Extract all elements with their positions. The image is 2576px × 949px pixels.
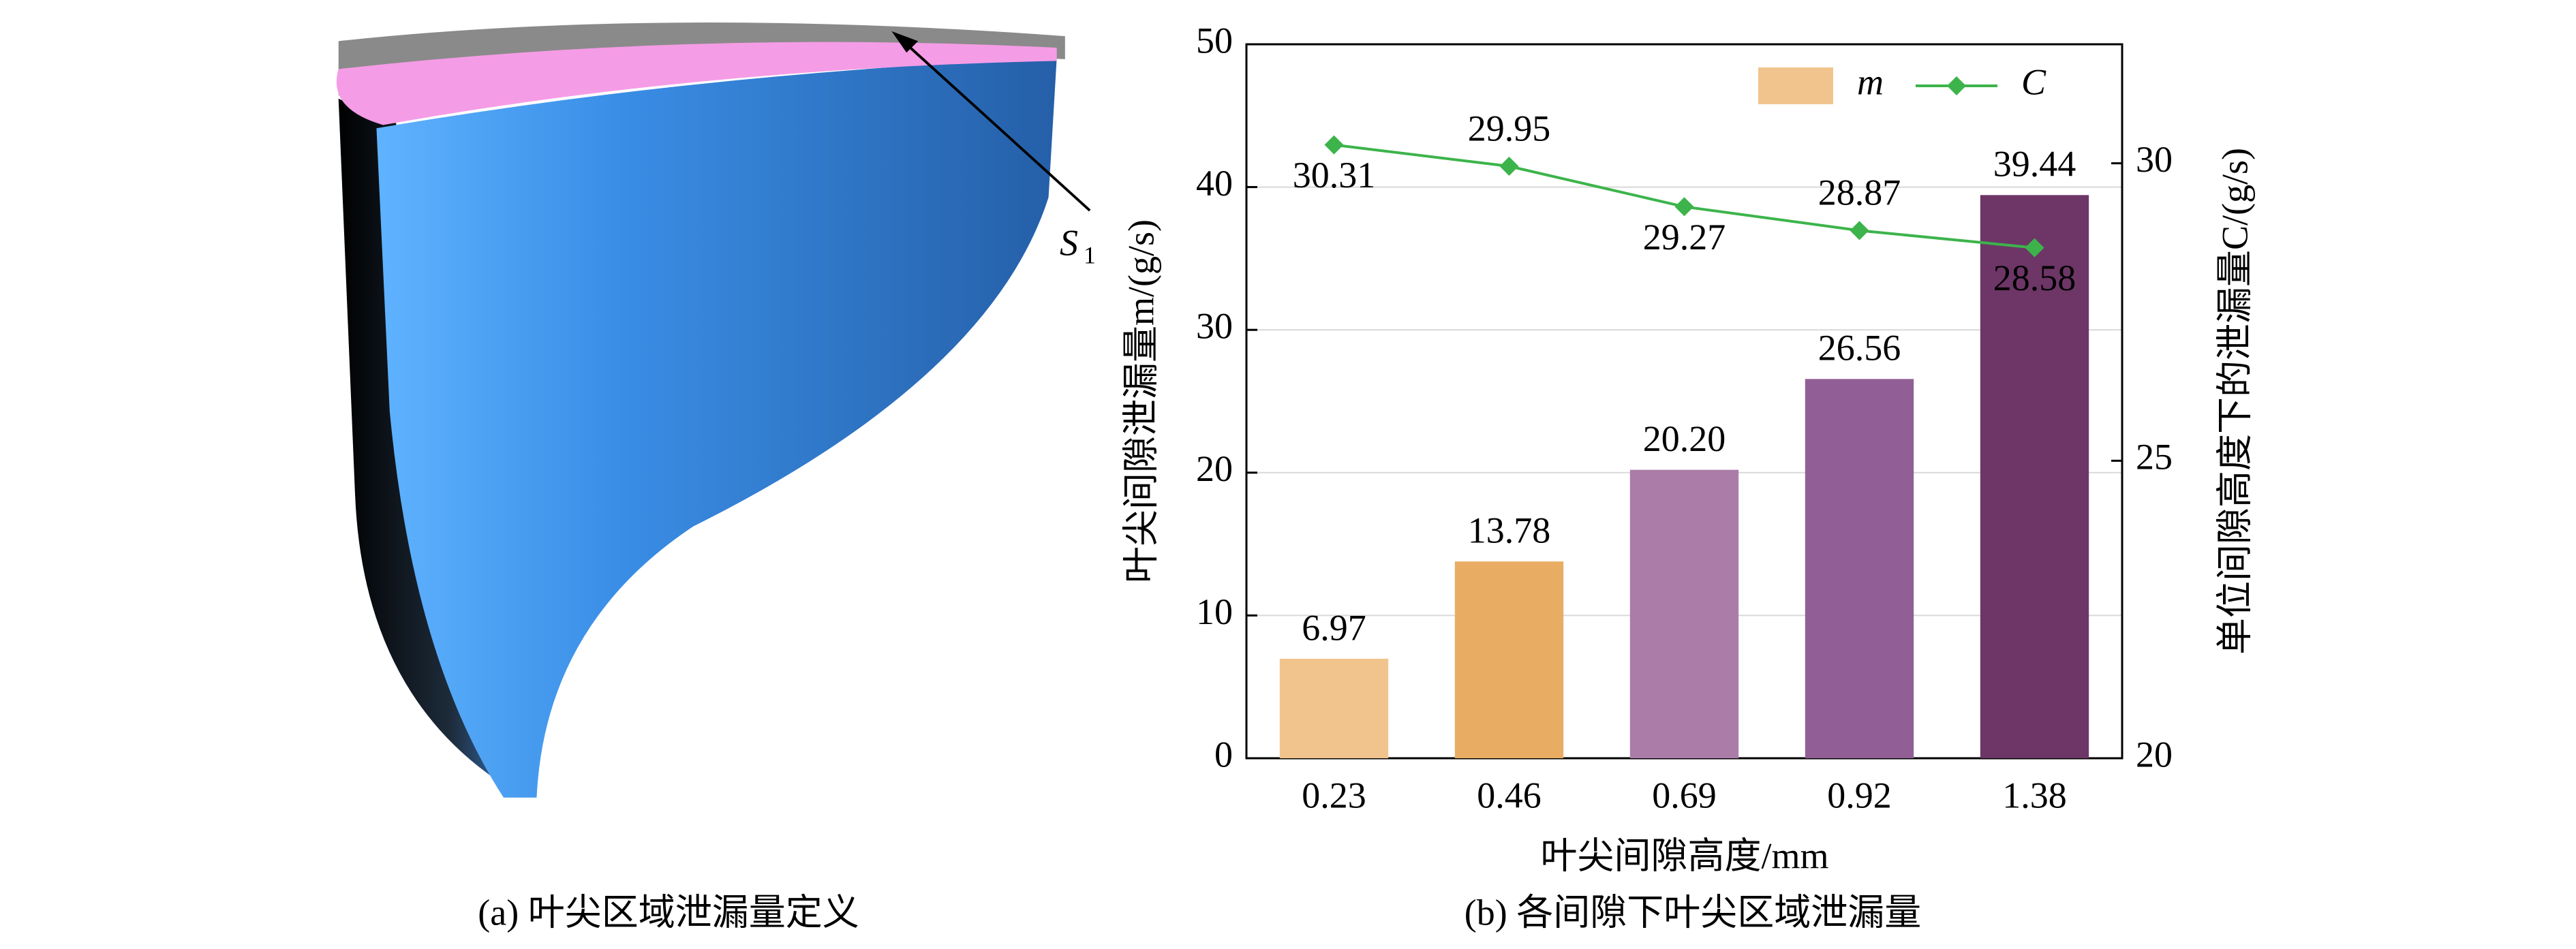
y-tick-label: 10	[1196, 591, 1233, 632]
bar	[1629, 469, 1739, 758]
bar	[1279, 658, 1389, 758]
line-marker	[1324, 135, 1344, 155]
caption-b: (b) 各间隙下叶尖区域泄漏量	[1465, 892, 1921, 933]
bar-value-label: 26.56	[1818, 328, 1901, 369]
s1-subscript: 1	[1084, 241, 1096, 268]
x-tick-label: 0.69	[1652, 775, 1717, 815]
y-tick-label: 50	[1196, 20, 1233, 61]
y-axis-label: 叶尖间隙泄漏量m/(g/s)	[1120, 219, 1161, 583]
y2-tick-label: 25	[2136, 437, 2173, 478]
bar-value-label: 13.78	[1468, 510, 1551, 551]
x-axis-label: 叶尖间隙高度/mm	[1540, 835, 1828, 876]
bar-value-label: 39.44	[1993, 144, 2076, 185]
bar-value-label: 6.97	[1302, 607, 1366, 648]
caption-a: (a) 叶尖区域泄漏量定义	[478, 892, 859, 933]
line-marker	[2025, 238, 2044, 258]
bar	[1454, 561, 1564, 758]
line-value-label: 30.31	[1293, 155, 1376, 196]
y-tick-label: 30	[1196, 306, 1233, 347]
y-tick-label: 0	[1214, 734, 1233, 775]
bar	[1805, 379, 1914, 758]
x-tick-label: 0.46	[1477, 775, 1542, 815]
legend-swatch	[1758, 67, 1833, 104]
line-marker	[1674, 197, 1694, 217]
line-value-label: 28.87	[1818, 172, 1901, 213]
x-tick-label: 0.92	[1827, 775, 1892, 815]
legend-marker	[1947, 76, 1966, 95]
line-value-label: 29.27	[1643, 217, 1726, 258]
x-tick-label: 1.38	[2002, 775, 2067, 815]
y-tick-label: 20	[1196, 448, 1233, 489]
s1-label: S	[1060, 222, 1078, 263]
line-marker	[1499, 157, 1519, 176]
blade-illustration	[336, 22, 1091, 798]
y2-tick-label: 20	[2136, 734, 2173, 775]
bar	[1980, 195, 2089, 758]
line-value-label: 29.95	[1468, 108, 1551, 149]
y2-axis-label: 单位间隙高度下的泄漏量C/(g/s)	[2214, 148, 2255, 655]
bar-value-label: 20.20	[1643, 418, 1726, 459]
line-marker	[1850, 221, 1869, 240]
x-tick-label: 0.23	[1302, 775, 1366, 815]
legend-label: C	[2021, 61, 2046, 102]
legend-label: m	[1857, 61, 1884, 102]
y2-tick-label: 30	[2136, 139, 2173, 180]
y-tick-label: 40	[1196, 163, 1233, 204]
line-value-label: 28.58	[1993, 258, 2076, 298]
